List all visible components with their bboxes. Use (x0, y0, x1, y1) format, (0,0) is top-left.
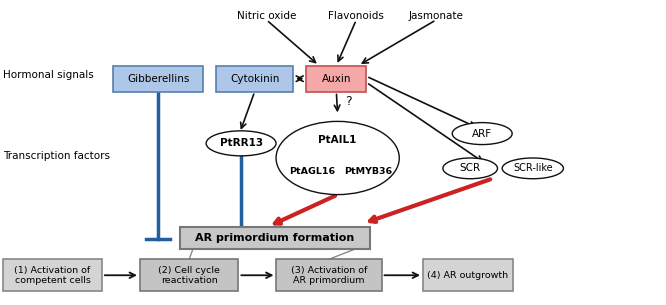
Ellipse shape (206, 131, 276, 156)
Text: SCR-like: SCR-like (513, 163, 553, 173)
FancyBboxPatch shape (423, 259, 513, 291)
Text: ?: ? (345, 95, 352, 108)
FancyBboxPatch shape (216, 66, 293, 92)
Text: PtMYB36: PtMYB36 (344, 167, 392, 176)
Text: ARF: ARF (472, 129, 492, 138)
Text: Gibberellins: Gibberellins (127, 74, 189, 84)
Text: (1) Activation of
competent cells: (1) Activation of competent cells (15, 266, 91, 285)
Text: Nitric oxide: Nitric oxide (236, 11, 296, 21)
Text: (4) AR outgrowth: (4) AR outgrowth (428, 271, 508, 280)
FancyBboxPatch shape (180, 227, 370, 249)
Text: PtRR13: PtRR13 (220, 138, 262, 148)
FancyBboxPatch shape (276, 259, 382, 291)
Ellipse shape (276, 121, 400, 195)
Ellipse shape (502, 158, 563, 179)
Text: PtAGL16: PtAGL16 (289, 167, 336, 176)
Text: SCR: SCR (460, 163, 481, 173)
Text: Flavonoids: Flavonoids (328, 11, 384, 21)
Text: Hormonal signals: Hormonal signals (3, 70, 94, 80)
FancyBboxPatch shape (140, 259, 238, 291)
FancyBboxPatch shape (113, 66, 203, 92)
Ellipse shape (443, 158, 498, 179)
Text: AR primordium formation: AR primordium formation (195, 233, 354, 242)
Text: Cytokinin: Cytokinin (230, 74, 280, 84)
Text: Transcription factors: Transcription factors (3, 151, 111, 160)
Text: Jasmonate: Jasmonate (409, 11, 464, 21)
Ellipse shape (452, 123, 512, 145)
FancyBboxPatch shape (306, 66, 366, 92)
FancyBboxPatch shape (3, 259, 102, 291)
Text: (2) Cell cycle
reactivation: (2) Cell cycle reactivation (159, 266, 220, 285)
Text: (3) Activation of
AR primordium: (3) Activation of AR primordium (291, 266, 367, 285)
Text: PtAIL1: PtAIL1 (318, 135, 357, 145)
Text: Auxin: Auxin (322, 74, 351, 84)
